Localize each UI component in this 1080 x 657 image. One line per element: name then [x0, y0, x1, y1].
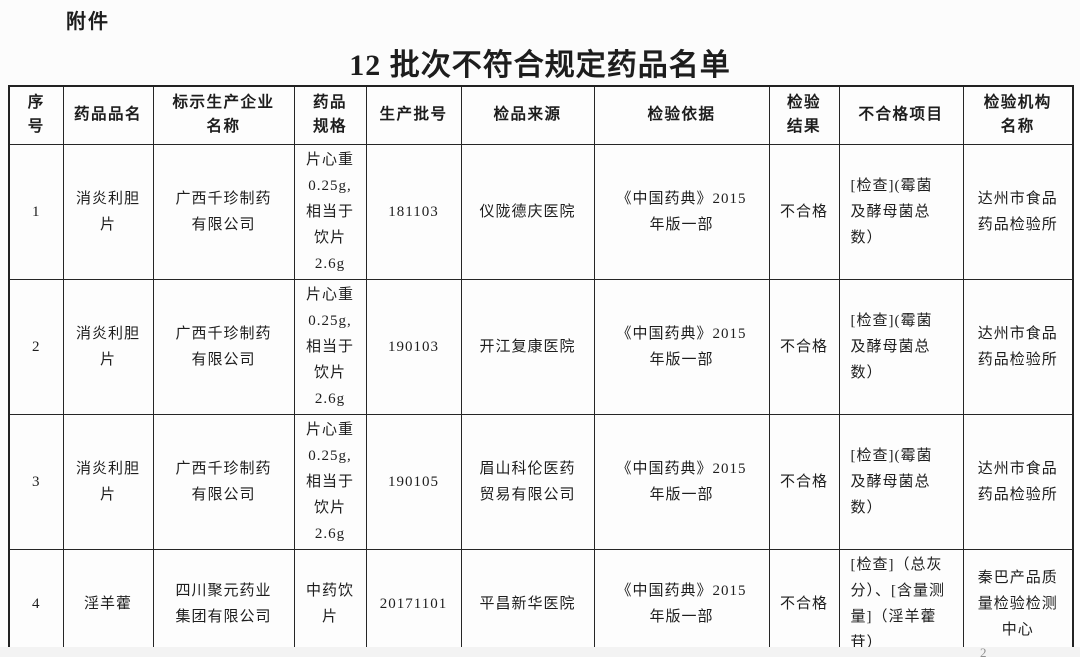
cell-spec: 片心重 0.25g, 相当于 饮片 2.6g	[293, 278, 367, 415]
cell-test-basis: 《中国药典》2015 年版一部	[593, 143, 770, 280]
table-row: 2 消炎利胆 片 广西千珍制药 有限公司 片心重 0.25g, 相当于 饮片 2…	[8, 278, 1074, 415]
col-header-test-basis: 检验依据	[593, 85, 770, 145]
cell-test-result: 不合格	[768, 143, 840, 280]
cell-failed-items: [检查](霉菌 及酵母菌总 数）	[838, 413, 964, 550]
cell-test-agency: 秦巴产品质 量检验检测 中心	[962, 548, 1074, 657]
cell-manufacturer: 四川聚元药业 集团有限公司	[152, 548, 295, 657]
col-header-sample-source: 检品来源	[460, 85, 595, 145]
col-header-drug-name: 药品品名	[62, 85, 154, 145]
cell-sample-source: 仪陇德庆医院	[460, 143, 595, 280]
cell-failed-items: [检查]（总灰 分）、[含量测 量]（淫羊藿 苷）	[838, 548, 964, 657]
cell-batch-no: 181103	[365, 143, 462, 280]
cell-test-result: 不合格	[768, 413, 840, 550]
page-number: 2	[980, 645, 987, 657]
cell-test-result: 不合格	[768, 278, 840, 415]
page-bottom-margin	[0, 647, 1080, 657]
col-header-spec: 药品 规格	[293, 85, 367, 145]
cell-manufacturer: 广西千珍制药 有限公司	[152, 278, 295, 415]
cell-test-agency: 达州市食品 药品检验所	[962, 143, 1074, 280]
page-title: 12 批次不符合规定药品名单	[349, 49, 731, 82]
cell-serial: 3	[8, 413, 64, 550]
cell-sample-source: 开江复康医院	[460, 278, 595, 415]
cell-spec: 片心重 0.25g, 相当于 饮片 2.6g	[293, 143, 367, 280]
cell-test-basis: 《中国药典》2015 年版一部	[593, 413, 770, 550]
cell-serial: 1	[8, 143, 64, 280]
table-header-row: 序 号 药品品名 标示生产企业 名称 药品 规格 生产批号 检品来源 检验依据 …	[8, 85, 1074, 145]
cell-drug-name: 消炎利胆 片	[62, 143, 154, 280]
table-row: 1 消炎利胆 片 广西千珍制药 有限公司 片心重 0.25g, 相当于 饮片 2…	[8, 143, 1074, 280]
col-header-batch-no: 生产批号	[365, 85, 462, 145]
cell-test-agency: 达州市食品 药品检验所	[962, 413, 1074, 550]
cell-batch-no: 20171101	[365, 548, 462, 657]
col-header-failed-items: 不合格项目	[838, 85, 964, 145]
cell-spec: 片心重 0.25g, 相当于 饮片 2.6g	[293, 413, 367, 550]
cell-failed-items: [检查](霉菌 及酵母菌总 数）	[838, 143, 964, 280]
cell-serial: 4	[8, 548, 64, 657]
cell-failed-items: [检查](霉菌 及酵母菌总 数）	[838, 278, 964, 415]
cell-manufacturer: 广西千珍制药 有限公司	[152, 143, 295, 280]
col-header-test-result: 检验 结果	[768, 85, 840, 145]
cell-drug-name: 消炎利胆 片	[62, 413, 154, 550]
cell-serial: 2	[8, 278, 64, 415]
cell-manufacturer: 广西千珍制药 有限公司	[152, 413, 295, 550]
cell-batch-no: 190103	[365, 278, 462, 415]
col-header-test-agency: 检验机构 名称	[962, 85, 1074, 145]
cell-test-agency: 达州市食品 药品检验所	[962, 278, 1074, 415]
cell-test-basis: 《中国药典》2015 年版一部	[593, 278, 770, 415]
noncompliant-drug-table: 序 号 药品品名 标示生产企业 名称 药品 规格 生产批号 检品来源 检验依据 …	[8, 85, 1074, 657]
table-row: 4 淫羊藿 四川聚元药业 集团有限公司 中药饮 片 20171101 平昌新华医…	[8, 548, 1074, 657]
cell-drug-name: 淫羊藿	[62, 548, 154, 657]
attachment-label: 附件	[66, 11, 110, 33]
cell-test-basis: 《中国药典》2015 年版一部	[593, 548, 770, 657]
cell-sample-source: 平昌新华医院	[460, 548, 595, 657]
cell-batch-no: 190105	[365, 413, 462, 550]
cell-spec: 中药饮 片	[293, 548, 367, 657]
table-row: 3 消炎利胆 片 广西千珍制药 有限公司 片心重 0.25g, 相当于 饮片 2…	[8, 413, 1074, 550]
col-header-manufacturer: 标示生产企业 名称	[152, 85, 295, 145]
cell-test-result: 不合格	[768, 548, 840, 657]
col-header-serial: 序 号	[8, 85, 64, 145]
cell-sample-source: 眉山科伦医药 贸易有限公司	[460, 413, 595, 550]
cell-drug-name: 消炎利胆 片	[62, 278, 154, 415]
